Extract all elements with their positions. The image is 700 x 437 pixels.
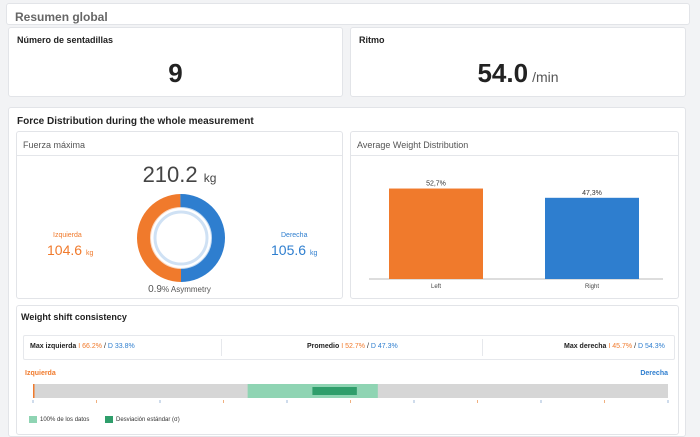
bar-right (545, 197, 639, 279)
legend-all-data: 100% de los datos (29, 416, 89, 423)
data-label-left: 52,7% (426, 181, 446, 188)
left-force-unit: kg (85, 250, 94, 257)
legend-swatch-dark (105, 416, 113, 423)
right-force-label: Derecha (281, 232, 308, 239)
legend-all-data-label: 100% de los datos (40, 417, 90, 424)
legend-std: Desviación estándar (σ) (105, 416, 180, 423)
total-force-unit: kg (203, 171, 217, 185)
rhythm-value: 54.0 (477, 58, 529, 88)
left-force-label: Izquierda (53, 232, 82, 239)
shift-left-marker (33, 384, 35, 398)
max-left-stat: Max izquierda I 66.2% / D 33.8% (30, 343, 135, 350)
max-force-title: Fuerza máxima (23, 140, 86, 150)
avg-l: I 52.7% (341, 343, 365, 350)
shift-range-std (312, 387, 357, 395)
donut-slice-derecha (180, 194, 225, 282)
left-end-label: Izquierda (25, 370, 56, 377)
right-force-unit: kg (309, 250, 318, 257)
data-label-right: 47,3% (582, 190, 602, 197)
squat-count-value: 9 (168, 58, 183, 88)
shift-stats-row: Max izquierda I 66.2% / D 33.8% Promedio… (23, 335, 675, 360)
rhythm-label: Ritmo (359, 35, 385, 45)
donut-inner-highlight (153, 210, 209, 266)
donut-inner-ring (150, 207, 212, 269)
legend-swatch-light (29, 416, 37, 423)
right-force: 105.6 kg (271, 242, 317, 258)
section-title: Resumen global (15, 10, 108, 24)
squat-count-card: Número de sentadillas 9 (8, 27, 343, 97)
max-right-stat: Max derecha I 45.7% / D 54.3% (564, 343, 665, 350)
force-donut-chart (136, 194, 225, 282)
avg-stat: Promedio I 52.7% / D 47.3% (307, 343, 398, 350)
force-distribution-title: Force Distribution during the whole meas… (17, 116, 254, 127)
max-right-r: D 54.3% (637, 343, 665, 350)
max-right-label: Max derecha (564, 343, 607, 350)
avg-weight-card: Average Weight Distribution 52,7% Left 47,… (350, 131, 679, 299)
asymmetry: 0.9% Asymmetry (17, 284, 342, 295)
max-force-card: Fuerza máxima 210.2 kg Izquierda 104.6 k… (16, 131, 343, 299)
stat-divider (221, 339, 222, 356)
rhythm-unit: /min (532, 69, 559, 85)
avg-label: Promedio (307, 343, 340, 350)
asymmetry-value: 0.9 (148, 284, 162, 295)
total-force-value: 210.2 (142, 162, 198, 187)
avg-weight-title: Average Weight Distribution (357, 140, 469, 150)
rhythm-value-group: 54.0/min (351, 58, 685, 89)
max-right-l: I 45.7% (608, 343, 633, 350)
weight-shift-title: Weight shift consistency (21, 312, 127, 322)
right-end-label: Derecha (640, 370, 668, 377)
avg-weight-bar-chart: 52,7% Left 47,3% Right (369, 181, 663, 290)
weight-shift-bar (32, 384, 669, 403)
bar-left (389, 188, 483, 279)
avg-r: D 47.3% (370, 343, 398, 350)
weight-shift-card: Weight shift consistency Max izquierda I… (16, 305, 679, 435)
squat-count-label: Número de sentadillas (17, 35, 114, 45)
divider (17, 155, 342, 156)
legend-std-label: Desviación estándar (σ) (116, 417, 180, 424)
left-force-value: 104.6 (47, 242, 83, 258)
left-force: 104.6 kg (47, 242, 93, 258)
stat-divider (482, 339, 483, 356)
asymmetry-label: % Asymmetry (162, 285, 211, 294)
tick-label-right: Right (585, 284, 599, 290)
tick-label-left: Left (431, 284, 441, 290)
divider (351, 155, 678, 156)
max-left-r: D 33.8% (107, 343, 135, 350)
section-header: Resumen global (6, 3, 690, 25)
max-left-l: I 66.2% (78, 343, 102, 350)
total-force: 210.2 kg (17, 162, 342, 188)
donut-slice-izquierda (136, 194, 181, 282)
max-left-label: Max izquierda (30, 343, 77, 350)
right-force-value: 105.6 (271, 242, 307, 258)
rhythm-card: Ritmo 54.0/min (350, 27, 686, 97)
